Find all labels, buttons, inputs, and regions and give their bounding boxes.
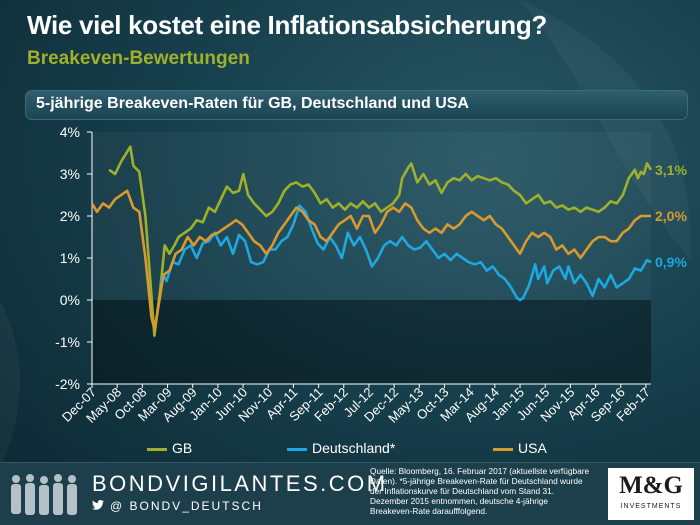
legend-label-de: Deutschland*: [312, 440, 396, 456]
twitter-handle: @ BONDV_DEUTSCH: [92, 499, 263, 513]
mg-logo: M&G INVESTMENTS: [608, 468, 694, 520]
legend-item-gb: GB: [147, 440, 192, 456]
legend-item-usa: USA: [493, 440, 547, 456]
y-tick-label: 0%: [60, 292, 80, 308]
y-tick-label: 3%: [60, 166, 80, 182]
y-tick-label: 2%: [60, 208, 80, 224]
footer: BONDVIGILANTES.COM @ BONDV_DEUTSCH Quell…: [0, 462, 700, 525]
twitter-handle-text: @ BONDV_DEUTSCH: [110, 499, 263, 513]
y-axis: -2% -1% 0% 1% 2% 3% 4%: [55, 124, 93, 392]
y-tick-label: -1%: [55, 334, 80, 350]
chart-header-bar: 5-jährige Breakeven-Raten für GB, Deutsc…: [25, 90, 688, 120]
y-tick-label: -2%: [55, 376, 80, 392]
twitter-bird-icon: [92, 500, 104, 510]
x-axis: Dec-07May-08Oct-08Mar-09Aug-09Jan-10Jun-…: [59, 383, 653, 426]
legend-swatch-usa: [493, 447, 513, 451]
y-tick-label: 4%: [60, 124, 80, 140]
logo-sub: INVESTMENTS: [620, 503, 682, 510]
de-line: [159, 204, 652, 302]
legend-swatch-de: [287, 447, 307, 451]
legend-label-usa: USA: [518, 440, 547, 456]
people-silhouette-icon: [11, 474, 77, 515]
source-note: Quelle: Bloomberg, 16. Februar 2017 (akt…: [370, 466, 590, 516]
legend-item-de: Deutschland*: [287, 440, 395, 456]
legend-label-gb: GB: [172, 440, 193, 456]
usa-line: [90, 189, 651, 331]
end-label-gb-line: 3,1%: [655, 162, 687, 178]
series-lines: [90, 145, 653, 337]
page-title: Wie viel kostet eine Inflationsabsicheru…: [27, 10, 547, 40]
y-tick-label: 1%: [60, 250, 80, 266]
chart-title: 5-jährige Breakeven-Raten für GB, Deutsc…: [36, 95, 469, 112]
end-label-usa-line: 2,0%: [655, 208, 687, 224]
negative-area: [92, 300, 651, 384]
logo-mark: M&G: [619, 472, 683, 499]
end-labels: 3,1% 0,9% 2,0%: [655, 162, 687, 270]
end-label-de-line: 0,9%: [655, 254, 687, 270]
gb-line: [108, 145, 653, 337]
page-subtitle: Breakeven-Bewertungen: [27, 48, 250, 69]
brand-name: BONDVIGILANTES.COM: [92, 471, 388, 496]
legend-swatch-gb: [147, 447, 167, 451]
